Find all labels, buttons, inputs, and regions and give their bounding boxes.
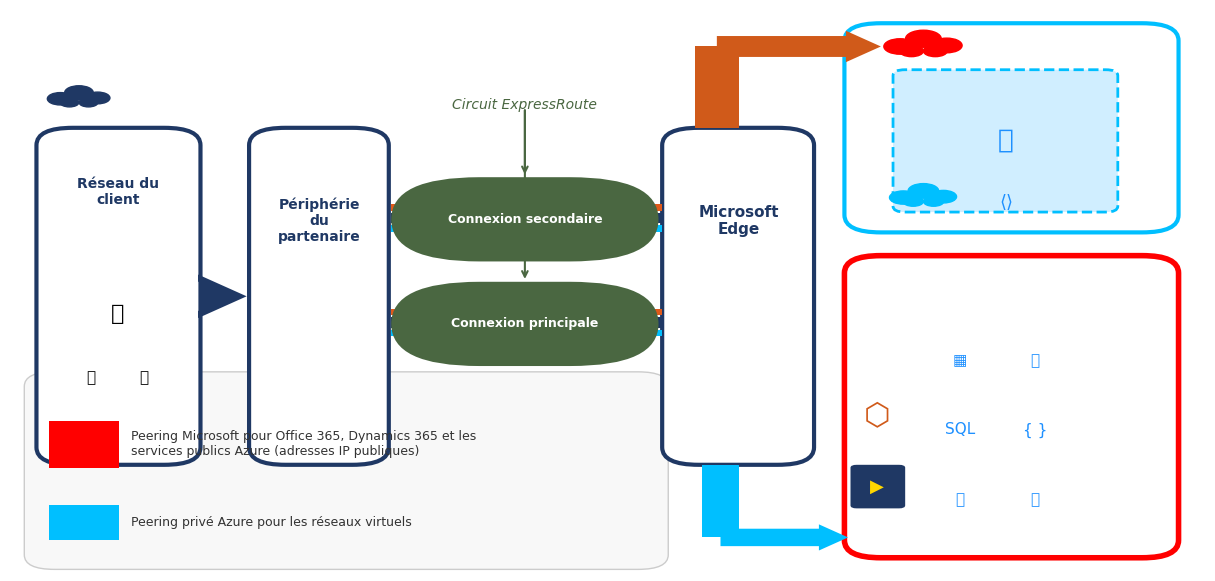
Circle shape (899, 45, 923, 57)
FancyArrow shape (198, 275, 247, 318)
FancyArrow shape (391, 317, 662, 328)
Text: SQL: SQL (945, 422, 974, 437)
Circle shape (932, 38, 962, 53)
FancyArrow shape (391, 225, 662, 232)
Circle shape (60, 98, 79, 107)
Circle shape (883, 39, 916, 54)
Text: Circuit ExpressRoute: Circuit ExpressRoute (452, 98, 598, 112)
Circle shape (889, 191, 917, 204)
Circle shape (79, 98, 98, 107)
Circle shape (923, 196, 944, 206)
FancyArrow shape (702, 465, 739, 537)
FancyArrow shape (717, 31, 881, 62)
Circle shape (931, 191, 956, 203)
FancyBboxPatch shape (391, 282, 659, 366)
Text: ⬡: ⬡ (864, 402, 891, 431)
FancyArrow shape (391, 205, 662, 211)
FancyBboxPatch shape (249, 128, 389, 465)
FancyBboxPatch shape (850, 465, 905, 508)
Circle shape (85, 92, 109, 104)
Circle shape (908, 184, 939, 198)
FancyArrow shape (391, 213, 662, 223)
Text: Périphérie
du
partenaire: Périphérie du partenaire (278, 198, 361, 244)
FancyArrow shape (720, 524, 848, 551)
FancyBboxPatch shape (24, 372, 668, 569)
FancyBboxPatch shape (844, 23, 1179, 232)
Text: 🐘: 🐘 (1030, 353, 1040, 368)
Text: Connexion secondaire: Connexion secondaire (447, 213, 603, 226)
Circle shape (903, 196, 923, 206)
Circle shape (64, 86, 94, 99)
Text: Microsoft
Edge: Microsoft Edge (699, 205, 779, 237)
Text: 📱: 📱 (139, 370, 148, 385)
FancyBboxPatch shape (49, 421, 119, 468)
Text: Réseau du
client: Réseau du client (77, 177, 159, 207)
FancyArrow shape (391, 330, 662, 336)
Text: Peering Microsoft pour Office 365, Dynamics 365 et les
services publics Azure (a: Peering Microsoft pour Office 365, Dynam… (131, 431, 476, 458)
Text: 🌐: 🌐 (1030, 492, 1040, 507)
Text: 🖥: 🖥 (955, 492, 965, 507)
FancyBboxPatch shape (36, 128, 200, 465)
Text: ⟨⟩: ⟨⟩ (999, 195, 1013, 212)
Text: ▦: ▦ (953, 353, 967, 368)
Text: { }: { } (1023, 422, 1047, 437)
FancyBboxPatch shape (893, 70, 1118, 212)
FancyBboxPatch shape (49, 505, 119, 540)
Circle shape (47, 92, 73, 105)
FancyArrow shape (695, 46, 739, 128)
Text: 🖥: 🖥 (998, 128, 1015, 153)
Circle shape (923, 45, 948, 57)
Text: 💻: 💻 (86, 370, 96, 385)
Text: Peering privé Azure pour les réseaux virtuels: Peering privé Azure pour les réseaux vir… (131, 517, 412, 529)
Text: 🖥: 🖥 (111, 304, 125, 324)
FancyBboxPatch shape (662, 128, 814, 465)
FancyBboxPatch shape (391, 177, 659, 261)
Text: Connexion principale: Connexion principale (451, 317, 599, 331)
FancyBboxPatch shape (844, 256, 1179, 558)
FancyArrow shape (391, 309, 662, 315)
Circle shape (905, 30, 942, 47)
Text: ▶: ▶ (870, 478, 885, 495)
